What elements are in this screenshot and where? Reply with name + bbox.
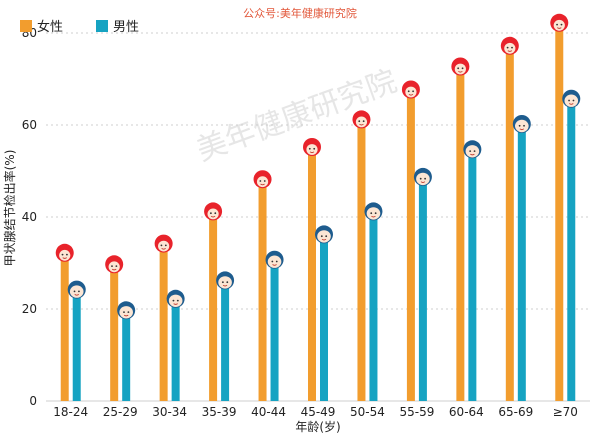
x-tick-labels: 18-24 25-29 30-34 35-39 40-44 45-49 50-54 55-59… bbox=[53, 405, 578, 419]
female-face-icon bbox=[55, 243, 74, 262]
male-face-icon bbox=[117, 301, 136, 320]
source-note: 公众号:美年健康研究院 bbox=[243, 6, 357, 20]
x-axis-title: 年龄(岁) bbox=[295, 419, 340, 434]
face-icons bbox=[55, 13, 581, 320]
bar-female bbox=[555, 23, 564, 402]
female-face-icon bbox=[105, 255, 124, 274]
y-tick-label: 40 bbox=[22, 210, 37, 224]
x-tick-label: 45-49 bbox=[301, 405, 336, 419]
x-tick-label: 30-34 bbox=[152, 405, 187, 419]
legend: 女性 男性 bbox=[20, 19, 139, 35]
x-tick-label: 18-24 bbox=[53, 405, 88, 419]
bar-female bbox=[258, 180, 267, 401]
bar-male bbox=[369, 212, 378, 401]
x-tick-label: 35-39 bbox=[202, 405, 237, 419]
bar-male bbox=[171, 299, 180, 401]
bars bbox=[60, 23, 576, 402]
male-face-icon bbox=[413, 167, 432, 186]
female-face-icon bbox=[154, 234, 173, 253]
gridlines bbox=[46, 32, 590, 402]
bar-male bbox=[320, 235, 328, 401]
male-face-icon bbox=[463, 140, 482, 159]
bar-female bbox=[159, 244, 168, 401]
male-face-icon bbox=[166, 289, 185, 308]
male-face-icon bbox=[512, 115, 531, 133]
male-face-icon bbox=[67, 280, 86, 299]
female-face-icon bbox=[352, 110, 371, 129]
y-axis-title: 甲状腺结节检出率(%) bbox=[2, 150, 17, 267]
bar-male bbox=[122, 311, 131, 401]
bar-male bbox=[72, 290, 81, 401]
female-face-icon bbox=[204, 202, 223, 221]
male-face-icon bbox=[562, 89, 581, 108]
bar-female bbox=[110, 265, 119, 401]
bar-female bbox=[406, 90, 415, 401]
legend-male-label: 男性 bbox=[113, 20, 139, 35]
bar-male bbox=[517, 125, 526, 401]
female-face-icon bbox=[451, 57, 470, 76]
bar-female bbox=[505, 46, 514, 402]
bar-male bbox=[468, 150, 477, 401]
x-tick-label: 55-59 bbox=[399, 405, 434, 419]
x-tick-label: 65-69 bbox=[498, 405, 533, 419]
x-tick-label: 40-44 bbox=[251, 405, 286, 419]
female-face-icon bbox=[303, 138, 321, 156]
x-tick-label: ≥70 bbox=[553, 405, 578, 419]
bar-male bbox=[567, 99, 576, 401]
bar-female bbox=[209, 212, 218, 401]
male-face-icon bbox=[265, 250, 284, 269]
bar-female bbox=[357, 120, 366, 402]
legend-male-swatch bbox=[96, 20, 108, 32]
y-tick-label: 0 bbox=[29, 394, 37, 408]
female-face-icon bbox=[253, 170, 272, 189]
legend-female-label: 女性 bbox=[37, 19, 63, 35]
legend-female-swatch bbox=[20, 20, 32, 32]
bar-male bbox=[221, 281, 230, 401]
female-face-icon bbox=[550, 13, 569, 32]
bar-male bbox=[418, 177, 427, 401]
x-tick-label: 25-29 bbox=[103, 405, 138, 419]
female-face-icon bbox=[401, 80, 420, 99]
bar-female bbox=[456, 67, 465, 401]
x-tick-label: 50-54 bbox=[350, 405, 385, 419]
male-face-icon bbox=[216, 271, 235, 290]
bar-female bbox=[60, 253, 69, 401]
y-tick-label: 20 bbox=[22, 302, 37, 316]
bar-male bbox=[270, 260, 279, 401]
male-face-icon bbox=[315, 225, 333, 244]
female-face-icon bbox=[500, 36, 519, 55]
y-tick-label: 60 bbox=[22, 118, 37, 132]
male-face-icon bbox=[364, 202, 383, 221]
watermark: 美年健康研究院 bbox=[192, 64, 401, 169]
x-tick-label: 60-64 bbox=[449, 405, 484, 419]
bar-female bbox=[308, 148, 316, 401]
